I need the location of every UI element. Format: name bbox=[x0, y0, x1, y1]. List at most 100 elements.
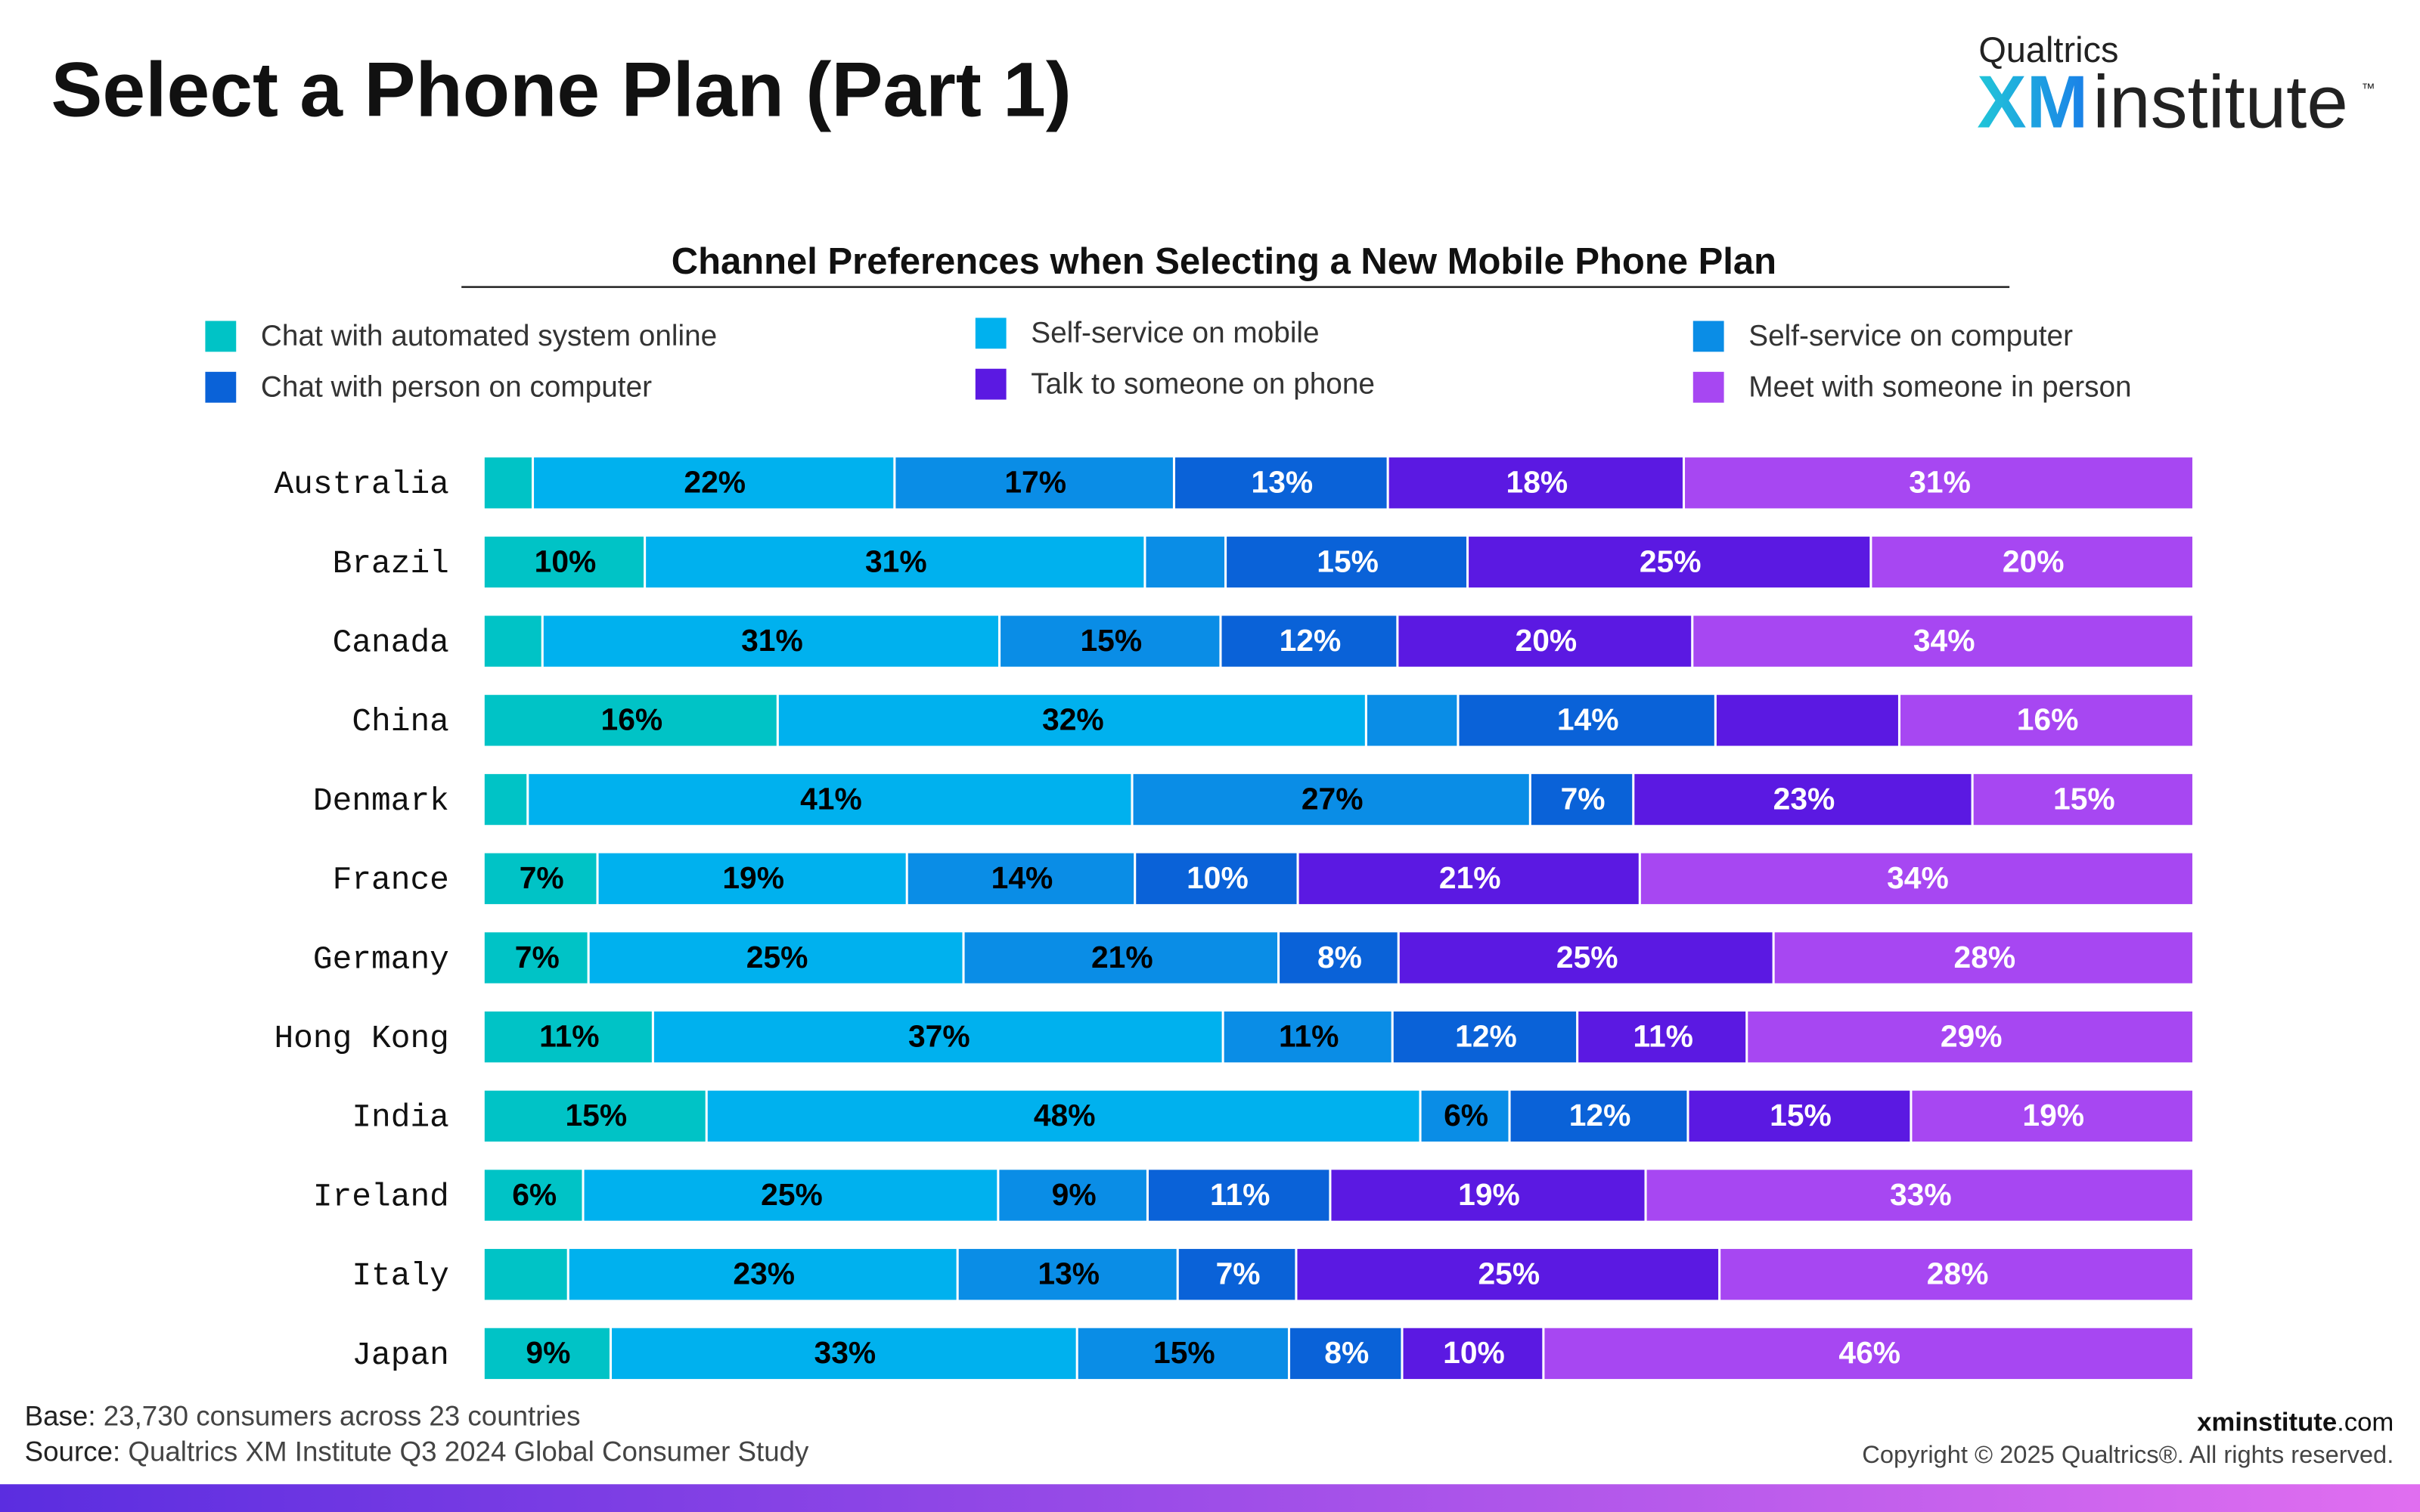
data-label: 15% bbox=[2053, 781, 2115, 816]
data-label: 6% bbox=[512, 1177, 557, 1212]
bar-segment bbox=[484, 1090, 706, 1142]
data-label: 11% bbox=[539, 1018, 599, 1053]
data-label: 33% bbox=[1890, 1177, 1952, 1212]
bar-segment bbox=[908, 853, 1134, 904]
page-title: Select a Phone Plan (Part 1) bbox=[51, 46, 1072, 132]
data-label: 20% bbox=[1516, 623, 1578, 658]
base-text: 23,730 consumers across 23 countries bbox=[104, 1400, 581, 1431]
y-tick-label: France bbox=[333, 862, 449, 899]
bar-segment bbox=[484, 932, 588, 984]
legend-swatch bbox=[1692, 321, 1724, 352]
logo-name: institute bbox=[2093, 60, 2348, 144]
data-label: 9% bbox=[1052, 1177, 1097, 1212]
bar-segment bbox=[1221, 615, 1397, 667]
bar-segment bbox=[1748, 1011, 2192, 1063]
y-tick-label: Germany bbox=[313, 940, 449, 978]
data-label: 25% bbox=[1640, 544, 1702, 578]
y-tick-label: Denmark bbox=[313, 782, 449, 820]
legend-label: Chat with person on computer bbox=[261, 371, 652, 404]
logo-xm: XM bbox=[1977, 60, 2088, 144]
data-label: 9% bbox=[526, 1335, 570, 1370]
bar-segment bbox=[895, 457, 1173, 509]
y-tick-label: Japan bbox=[352, 1337, 449, 1374]
bar-segment bbox=[1403, 1328, 1543, 1380]
data-label: 7% bbox=[520, 860, 564, 895]
site-rest: .com bbox=[2337, 1408, 2394, 1437]
bar-segment bbox=[1280, 932, 1398, 984]
data-label: 19% bbox=[2022, 1098, 2084, 1132]
y-tick-label: Australia bbox=[274, 466, 448, 503]
data-label: 15% bbox=[1317, 544, 1379, 578]
data-label: 11% bbox=[1279, 1018, 1339, 1053]
data-label: 25% bbox=[746, 940, 808, 974]
bar-segment bbox=[646, 536, 1144, 588]
data-label: 29% bbox=[1941, 1018, 2003, 1053]
data-label: 18% bbox=[1506, 465, 1568, 500]
data-label: 33% bbox=[814, 1335, 876, 1370]
data-label: 48% bbox=[1034, 1098, 1096, 1132]
legend-swatch bbox=[205, 321, 237, 352]
footer-site: xminstitute.com bbox=[2197, 1408, 2394, 1437]
bar-segment bbox=[534, 457, 894, 509]
plot: Australia 22% 17% 13% 18% 31% Brazil 10% 31% 15% 2… bbox=[274, 457, 2192, 1380]
bar-segment bbox=[569, 1249, 957, 1300]
footer-base: Base: 23,730 consumers across 23 countri… bbox=[25, 1400, 581, 1431]
data-label: 23% bbox=[733, 1256, 795, 1291]
legend-label: Chat with automated system online bbox=[261, 320, 717, 352]
data-label: 27% bbox=[1302, 781, 1364, 816]
data-label: 10% bbox=[1443, 1335, 1505, 1370]
data-label: 25% bbox=[1478, 1256, 1540, 1291]
bar-segment bbox=[1510, 1090, 1687, 1142]
footer-copyright: Copyright © 2025 Qualtrics®. All rights … bbox=[1862, 1440, 2394, 1468]
data-label: 7% bbox=[1216, 1256, 1261, 1291]
y-tick-label: Canada bbox=[333, 624, 449, 662]
data-label: 28% bbox=[1927, 1256, 1989, 1291]
source-label: Source: bbox=[25, 1436, 121, 1467]
data-label: 16% bbox=[2017, 702, 2079, 737]
bar-segment bbox=[484, 615, 541, 667]
data-label: 16% bbox=[601, 702, 663, 737]
bar-segment bbox=[484, 853, 597, 904]
bar-segment bbox=[484, 1011, 652, 1063]
bar-segment bbox=[999, 1170, 1146, 1221]
bar-segment bbox=[484, 536, 644, 588]
source-text: Qualtrics XM Institute Q3 2024 Global Co… bbox=[128, 1436, 809, 1467]
bar-segment bbox=[1146, 536, 1225, 588]
legend: Chat with automated system online Self-se… bbox=[205, 317, 2132, 404]
site-bold: xminstitute bbox=[2197, 1408, 2337, 1437]
bar-segment bbox=[529, 773, 1131, 826]
bar-segment bbox=[484, 1170, 582, 1221]
bar-segment bbox=[612, 1328, 1076, 1380]
bar-segment bbox=[484, 457, 532, 509]
data-label: 15% bbox=[1153, 1335, 1215, 1370]
data-label: 25% bbox=[1556, 940, 1618, 974]
base-label: Base: bbox=[25, 1400, 96, 1431]
chart-title: Channel Preferences when Selecting a New… bbox=[672, 241, 1776, 282]
data-label: 11% bbox=[1634, 1018, 1693, 1053]
legend-swatch bbox=[1692, 371, 1724, 403]
bar-segment bbox=[1900, 695, 2192, 746]
footer-band bbox=[0, 1484, 2420, 1512]
bar-segment bbox=[1393, 1011, 1577, 1063]
bar-segment bbox=[484, 1328, 610, 1380]
data-label: 28% bbox=[1954, 940, 2016, 974]
data-label: 21% bbox=[1091, 940, 1153, 974]
data-label: 6% bbox=[1444, 1098, 1488, 1132]
data-label: 17% bbox=[1004, 465, 1066, 500]
data-label: 46% bbox=[1838, 1335, 1900, 1370]
data-label: 13% bbox=[1252, 465, 1314, 500]
data-label: 37% bbox=[908, 1018, 970, 1053]
bar-segment bbox=[484, 695, 777, 746]
data-label: 20% bbox=[2003, 544, 2065, 578]
bar-segment bbox=[589, 932, 963, 984]
data-label: 12% bbox=[1569, 1098, 1631, 1132]
logo-brand: Qualtrics bbox=[1978, 30, 2118, 70]
bar-segment bbox=[1148, 1170, 1329, 1221]
data-label: 31% bbox=[741, 623, 803, 658]
bar-segment bbox=[1774, 932, 2192, 984]
data-label: 13% bbox=[1038, 1256, 1100, 1291]
bar-segment bbox=[484, 773, 527, 826]
data-label: 21% bbox=[1439, 860, 1501, 895]
bar-segment bbox=[1227, 536, 1467, 588]
bar-segment bbox=[1367, 695, 1457, 746]
